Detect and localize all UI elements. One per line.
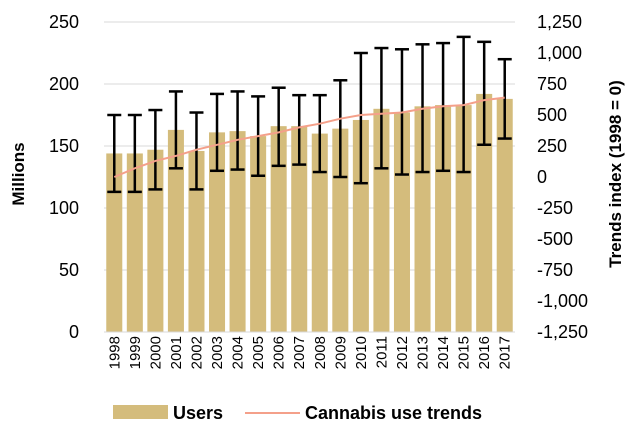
error-bars xyxy=(107,35,512,194)
y-tick-label: 200 xyxy=(49,74,79,94)
x-tick-label: 1998 xyxy=(106,336,123,369)
y-tick-label: 0 xyxy=(69,322,79,342)
y2-tick-label: -1,250 xyxy=(537,322,588,342)
bar-2003 xyxy=(209,132,226,332)
bar-2010 xyxy=(352,119,369,333)
left-axis-ticks: 0 50 100 150 200 250 xyxy=(49,12,79,342)
right-axis-ticks: -1,250 -1,000 -750 -500 -250 0 250 500 750 1,000 1… xyxy=(537,12,588,342)
bars xyxy=(106,93,513,333)
y-axis-title: Millions xyxy=(9,142,28,205)
bar-2015 xyxy=(455,105,472,332)
x-tick-label: 2013 xyxy=(415,336,432,369)
bar-2000 xyxy=(147,149,164,332)
x-tick-label: 2001 xyxy=(168,336,185,369)
y-tick-label: 50 xyxy=(59,260,79,280)
x-tick-label: 2012 xyxy=(394,336,411,369)
y2-tick-label: 1,000 xyxy=(537,43,582,63)
x-axis-ticks: 1998 1999 2000 2001 2002 2003 2004 2005 2006 2007… xyxy=(106,336,513,369)
y2-tick-label: -500 xyxy=(537,229,573,249)
x-tick-label: 2002 xyxy=(188,336,205,369)
bar-2017 xyxy=(496,98,513,332)
legend-trend-label: Cannabis use trends xyxy=(305,403,482,423)
x-tick-label: 2006 xyxy=(271,336,288,369)
y2-tick-label: 0 xyxy=(537,167,547,187)
bar-2014 xyxy=(435,105,452,332)
bar-1998 xyxy=(106,153,123,332)
bar-2004 xyxy=(229,131,246,332)
x-tick-label: 2000 xyxy=(147,336,164,369)
y2-tick-label: 750 xyxy=(537,74,567,94)
x-tick-label: 2016 xyxy=(476,336,493,369)
x-tick-label: 2009 xyxy=(332,336,349,369)
x-tick-label: 2007 xyxy=(291,336,308,369)
gridlines xyxy=(104,21,515,333)
x-tick-label: 2003 xyxy=(209,336,226,369)
bar-2011 xyxy=(373,108,390,332)
bar-2009 xyxy=(332,128,349,332)
x-tick-label: 2004 xyxy=(230,336,247,369)
x-tick-label: 2015 xyxy=(456,336,473,369)
bar-2013 xyxy=(414,106,431,332)
bar-2016 xyxy=(476,93,493,332)
x-tick-label: 2005 xyxy=(250,336,267,369)
bar-1999 xyxy=(126,153,143,332)
bar-2001 xyxy=(167,129,184,332)
bar-2006 xyxy=(270,126,287,332)
x-tick-label: 2014 xyxy=(435,336,452,369)
y2-tick-label: 500 xyxy=(537,105,567,125)
legend-users-label: Users xyxy=(173,403,223,423)
bar-2007 xyxy=(291,126,308,332)
y2-tick-label: -250 xyxy=(537,198,573,218)
x-tick-label: 2011 xyxy=(373,336,390,368)
x-tick-label: 2010 xyxy=(353,336,370,369)
legend: Users Cannabis use trends xyxy=(113,403,482,423)
y-tick-label: 250 xyxy=(49,12,79,32)
bar-2008 xyxy=(311,133,328,332)
y2-tick-label: 1,250 xyxy=(537,12,582,32)
bar-2012 xyxy=(393,112,410,333)
x-tick-label: 1999 xyxy=(127,336,144,369)
x-tick-label: 2017 xyxy=(497,336,514,369)
bar-2005 xyxy=(250,136,267,332)
y2-tick-label: -1,000 xyxy=(537,291,588,311)
cannabis-trend-line xyxy=(113,96,505,178)
trend-line-layer xyxy=(113,96,505,178)
y2-tick-label: -750 xyxy=(537,260,573,280)
y2-tick-label: 250 xyxy=(537,136,567,156)
y2-axis-title: Trends index (1998 = 0) xyxy=(606,80,625,268)
y-tick-label: 150 xyxy=(49,136,79,156)
legend-users-swatch xyxy=(113,405,168,419)
bar-2002 xyxy=(188,150,205,332)
x-tick-label: 2008 xyxy=(312,336,329,369)
y-tick-label: 100 xyxy=(49,198,79,218)
